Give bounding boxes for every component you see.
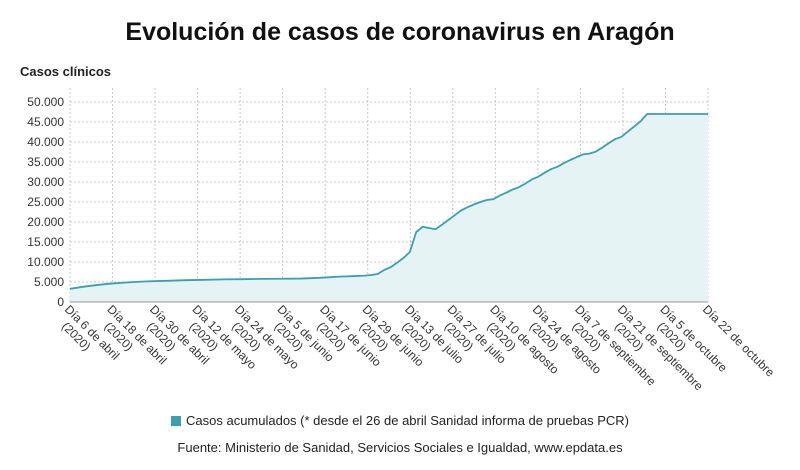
y-tick-label: 5.000 bbox=[34, 275, 64, 289]
source-note: Fuente: Ministerio de Sanidad, Servicios… bbox=[177, 440, 623, 455]
area-chart: 0 5.000 10.000 15.000 20.000 25.000 30.000 35.0… bbox=[27, 88, 778, 393]
series-area bbox=[70, 114, 708, 302]
x-tick-label: Día 22 de octubre bbox=[700, 302, 778, 380]
y-tick-label: 35.000 bbox=[27, 155, 64, 169]
y-tick-label: 15.000 bbox=[27, 235, 64, 249]
y-tick-label: 0 bbox=[57, 295, 64, 309]
chart-title: Evolución de casos de coronavirus en Ara… bbox=[125, 18, 675, 46]
y-tick-label: 50.000 bbox=[27, 95, 64, 109]
y-tick-label: 40.000 bbox=[27, 135, 64, 149]
series-line bbox=[69, 113, 708, 290]
y-axis-label: Casos clínicos bbox=[20, 64, 112, 79]
legend: Casos acumulados (* desde el 26 de abril… bbox=[0, 413, 800, 428]
legend-label: Casos acumulados (* desde el 26 de abril… bbox=[186, 413, 629, 428]
y-tick-label: 20.000 bbox=[27, 215, 64, 229]
y-tick-label: 30.000 bbox=[27, 175, 64, 189]
y-tick-label: 25.000 bbox=[27, 195, 64, 209]
legend-swatch bbox=[171, 416, 181, 426]
y-tick-label: 10.000 bbox=[27, 255, 64, 269]
y-tick-label: 45.000 bbox=[27, 115, 64, 129]
